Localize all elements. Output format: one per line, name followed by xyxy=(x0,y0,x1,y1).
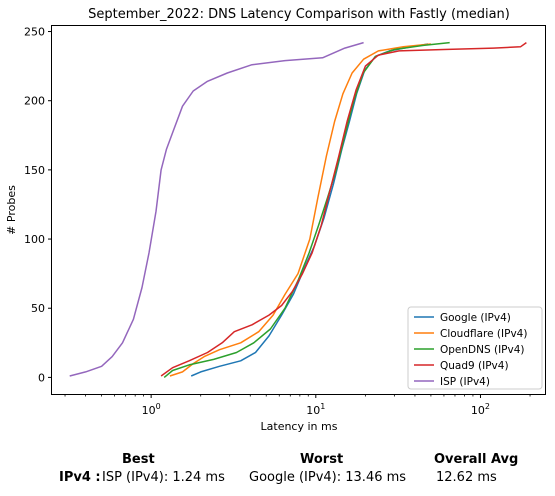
summary-overall-value: 12.62 ms xyxy=(436,470,497,485)
legend-label-3: Quad9 (IPv4) xyxy=(440,360,509,372)
y-tick-label-2: 100 xyxy=(24,233,45,246)
x-axis-label: Latency in ms xyxy=(261,420,338,433)
summary-best-value: ISP (IPv4): 1.24 ms xyxy=(102,470,225,485)
summary-worst-header: Worst xyxy=(300,452,344,467)
series-line-4 xyxy=(69,41,364,377)
y-tick-label-0: 0 xyxy=(38,371,45,384)
legend: Google (IPv4) Cloudflare (IPv4) OpenDNS (I… xyxy=(407,306,543,390)
legend-label-4: ISP (IPv4) xyxy=(440,376,490,388)
series-line-3 xyxy=(160,41,527,377)
x-tick-label-2: 102 xyxy=(471,402,490,417)
x-tick-label-0: 100 xyxy=(142,402,161,417)
chart-title: September_2022: DNS Latency Comparison w… xyxy=(88,7,510,22)
summary-row-label: IPv4 : xyxy=(59,470,101,485)
y-tick-label-5: 250 xyxy=(24,26,45,39)
latency-chart: September_2022: DNS Latency Comparison w… xyxy=(5,7,546,433)
y-tick-label-1: 50 xyxy=(31,302,45,315)
series-lines xyxy=(69,41,527,378)
legend-label-0: Google (IPv4) xyxy=(440,312,511,324)
summary-panel: Best Worst Overall Avg IPv4 : ISP (IPv4)… xyxy=(0,448,555,496)
y-tick-label-4: 200 xyxy=(24,95,45,108)
series-line-1 xyxy=(169,43,431,377)
legend-box xyxy=(407,306,543,390)
summary-overall-header: Overall Avg xyxy=(434,452,519,467)
y-axis-label: # Probes xyxy=(5,185,18,235)
y-tick-label-3: 150 xyxy=(24,164,45,177)
legend-label-2: OpenDNS (IPv4) xyxy=(440,344,525,356)
legend-label-1: Cloudflare (IPv4) xyxy=(440,328,527,340)
summary-best-header: Best xyxy=(122,452,155,467)
x-tick-label-1: 101 xyxy=(306,402,325,417)
summary-worst-value: Google (IPv4): 13.46 ms xyxy=(249,470,407,485)
